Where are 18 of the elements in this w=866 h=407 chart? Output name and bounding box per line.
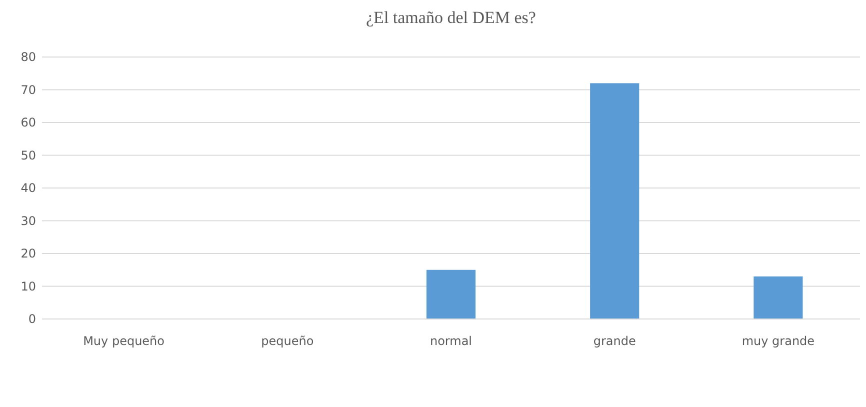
y-tick-label: 10 <box>20 279 36 294</box>
y-tick-label: 50 <box>20 148 36 162</box>
x-tick-label: Muy pequeño <box>83 334 165 348</box>
x-tick-label: grande <box>593 334 636 348</box>
y-tick-label: 80 <box>20 50 36 64</box>
bar <box>426 270 476 319</box>
y-tick-label: 40 <box>20 181 36 196</box>
y-tick-label: 70 <box>20 82 36 97</box>
y-tick-label: 60 <box>20 116 36 130</box>
bar <box>754 276 803 319</box>
x-tick-label: normal <box>430 334 472 348</box>
y-tick-label: 0 <box>28 312 36 326</box>
x-tick-label: pequeño <box>261 334 314 348</box>
x-tick-label: muy grande <box>742 334 815 348</box>
y-tick-label: 20 <box>20 246 36 261</box>
bar <box>590 83 640 319</box>
y-tick-label: 30 <box>20 214 36 228</box>
chart-title: ¿El tamaño del DEM es? <box>366 8 536 27</box>
